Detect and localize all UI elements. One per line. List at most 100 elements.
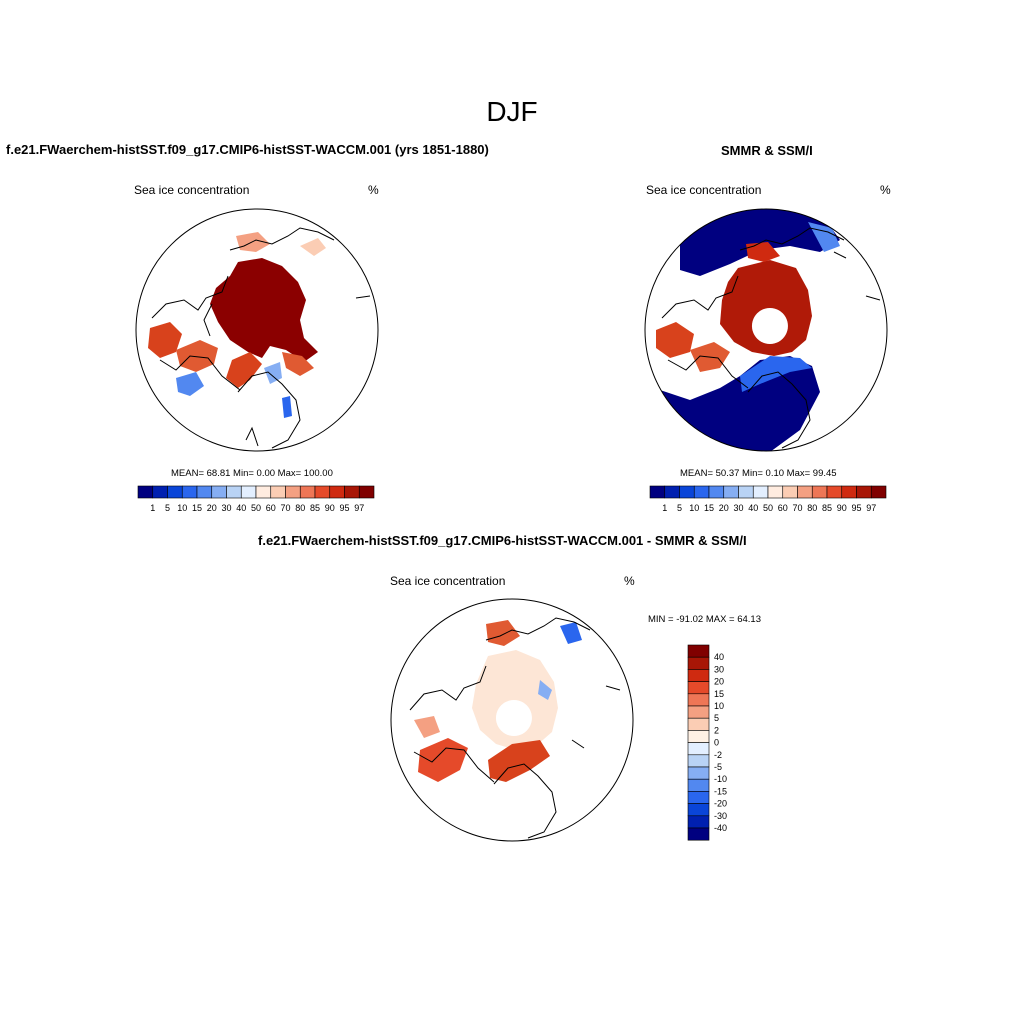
panel2-colorbar-label: 90 [837,503,847,513]
panel3-map-border [390,598,634,842]
panel2-colorbar-label: 5 [677,503,682,513]
panel2-colorbar-label: 60 [778,503,788,513]
panel1-map-border [135,208,379,452]
panel2-colorbar-box [782,485,798,499]
panel3-colorbar-box [687,717,710,731]
panel2-stats: MEAN= 50.37 Min= 0.10 Max= 99.45 [680,468,837,479]
panel1-colorbar-box [196,485,213,499]
panel3-colorbar-label: -2 [714,750,722,760]
panel1-colorbar-label: 85 [310,503,320,513]
panel2-colorbar-box [797,485,813,499]
panel3-colorbar-box [687,705,710,719]
panel2-units-label: % [880,183,891,197]
panel1-greenland-sea-ice [226,352,262,388]
panel1-colorbar-box [314,485,331,499]
panel1-colorbar-label: 20 [207,503,217,513]
panel1-colorbar-label: 70 [280,503,290,513]
panel3-polar-map [390,598,634,842]
panel2-variable-label: Sea ice concentration [646,183,762,197]
panel1-colorbar-box [211,485,227,499]
panel1-title: f.e21.FWaerchem-histSST.f09_g17.CMIP6-hi… [6,142,489,157]
panel2-colorbar-label: 1 [662,503,667,513]
panel1-units-label: % [368,183,379,197]
panel1-colorbar-box [299,485,316,499]
panel2-colorbar-label: 15 [704,503,714,513]
panel2-colorbar-label: 10 [689,503,699,513]
panel3-colorbar-label: 30 [714,664,724,674]
panel1-colorbar-box [270,485,286,499]
panel1-colorbar-label: 97 [354,503,364,513]
panel1-colorbar-box [285,485,301,499]
panel3-colorbar-label: -5 [714,762,722,772]
panel2-colorbar-box [708,485,725,499]
panel2-colorbar-label: 85 [822,503,832,513]
panel3-colorbar-box [687,803,710,817]
panel2-colorbar-label: 80 [807,503,817,513]
panel2-colorbar-label: 97 [866,503,876,513]
panel1-colorbar-label: 60 [266,503,276,513]
panel3-colorbar-box [687,693,710,707]
panel2-arctic-ice-field [720,260,812,356]
panel3-colorbar-box [687,754,710,768]
panel2-colorbar-label: 30 [733,503,743,513]
panel3-colorbar-label: -20 [714,799,727,809]
panel1-colorbar-box [344,485,360,499]
panel2-colorbar-box [856,485,872,499]
panel2-colorbar-box [664,485,680,499]
panel1-colorbar-box [152,485,168,499]
panel3-colorbar-label: 2 [714,725,719,735]
panel3-colorbar-label: 20 [714,677,724,687]
panel2-colorbar-box [752,485,769,499]
panel2-map-border [644,208,888,452]
panel2-colorbar-label: 20 [719,503,729,513]
panel1-colorbar-box [358,485,375,499]
panel3-central-arctic-diff [472,650,558,750]
panel1-colorbar-label: 95 [339,503,349,513]
panel1-okhotsk-ice [300,238,326,256]
panel2-hudson-ice [656,322,694,358]
panel1-colorbar-label: 80 [295,503,305,513]
panel2-colorbar: 1 5 10 15 20 30 40 50 60 70 80 85 90 95 97 [649,485,887,513]
panel3-colorbar-box [687,742,710,756]
panel3-colorbar-label: 10 [714,701,724,711]
panel2-colorbar-label: 95 [851,503,861,513]
panel3-hudson-positive [414,716,440,738]
panel1-colorbar-box [255,485,272,499]
panel2-colorbar-label: 40 [748,503,758,513]
panel2-colorbar-label: 50 [763,503,773,513]
panel2-colorbar-box [693,485,710,499]
panel3-colorbar-box [687,669,710,682]
panel3-colorbar-label: -30 [714,811,727,821]
panel2-colorbar-label: 70 [792,503,802,513]
panel2-colorbar-box [649,485,666,499]
panel1-coastlines [151,227,371,449]
panel3-coastlines [409,617,621,839]
panel1-colorbar-box [226,485,242,499]
panel3-barents-edge [538,680,552,700]
panel1-colorbar-label: 30 [221,503,231,513]
panel2-atlantic-open-water [660,356,820,451]
panel3-colorbar-box [687,681,710,695]
figure-title: DJF [486,96,538,127]
panel2-north-pacific-open-water [680,209,840,276]
panel1-variable-label: Sea ice concentration [134,183,250,197]
panel3-colorbar-label: 15 [714,689,724,699]
panel1-arctic-ice-field [210,258,318,362]
panel2-pole-hole [751,308,788,344]
panel1-barents-ice [282,352,314,376]
panel1-colorbar-box [240,485,257,499]
panel2-bering-ice [746,242,780,262]
panel1-stats: MEAN= 68.81 Min= 0.00 Max= 100.00 [171,468,333,479]
panel1-colorbar-label: 10 [177,503,187,513]
panel1-colorbar-box [137,485,154,499]
panel3-colorbar-box [687,791,710,804]
panel3-greenland-positive [488,740,550,782]
panel3-colorbar-box [687,656,710,670]
panel3-title: f.e21.FWaerchem-histSST.f09_g17.CMIP6-hi… [258,533,747,548]
panel3-colorbar-box [687,778,710,792]
panel1-baltic-ice [282,396,292,418]
panel1-colorbar-label: 90 [325,503,335,513]
panel3-colorbar-label: 0 [714,738,719,748]
panel2-title: SMMR & SSM/I [721,143,813,158]
